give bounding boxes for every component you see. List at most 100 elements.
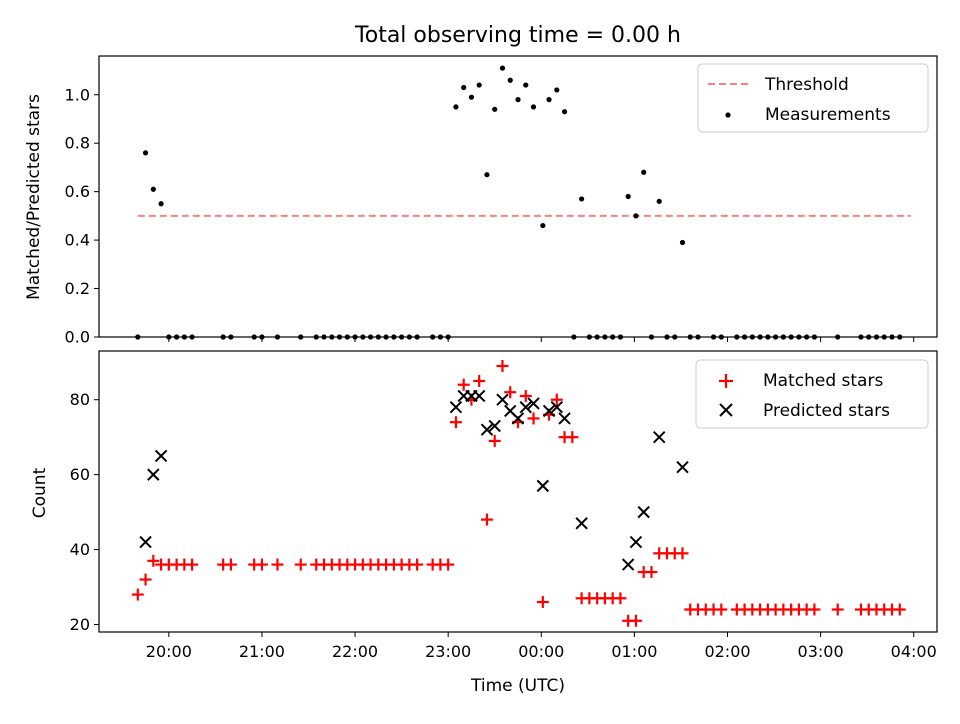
top-y-tick-label: 0.0: [65, 328, 90, 347]
matched-star-point: [224, 558, 237, 571]
matched-star-point: [893, 603, 906, 616]
matched-star-point: [808, 603, 821, 616]
bottom-y-tick-label: 60: [70, 465, 90, 484]
matched-star-point: [255, 558, 268, 571]
measurement-point: [546, 97, 552, 103]
matched-star-point: [715, 603, 728, 616]
bottom-plot-area: [131, 359, 906, 627]
predicted-star-point: [449, 400, 463, 414]
matched-star-point: [536, 596, 549, 609]
predicted-star-point: [629, 535, 643, 549]
measurement-point: [656, 198, 662, 204]
top-y-tick-label: 0.2: [65, 279, 90, 298]
x-tick-label: 03:00: [798, 642, 844, 661]
legend-measurements-label: Measurements: [765, 105, 891, 125]
predicted-star-point: [575, 517, 588, 530]
top-plot-area: [135, 65, 911, 340]
matched-star-point: [676, 547, 689, 560]
measurement-point: [476, 82, 482, 88]
top-y-axis-label: Matched/Predicted stars: [24, 94, 44, 300]
predicted-star-point: [542, 404, 556, 418]
predicted-star-point: [637, 505, 650, 519]
matched-star-point: [614, 592, 627, 605]
predicted-star-point: [519, 400, 532, 414]
matched-star-point: [442, 558, 455, 571]
predicted-star-point: [139, 535, 152, 549]
measurement-point: [142, 150, 149, 156]
bottom-legend: Matched stars Predicted stars: [695, 359, 929, 429]
measurement-point: [554, 87, 560, 93]
top-y-tick-label: 1.0: [65, 85, 90, 104]
matched-star-point: [550, 393, 563, 406]
measurement-point: [561, 109, 568, 115]
matched-star-point: [411, 558, 424, 571]
x-tick-label: 02:00: [704, 642, 750, 661]
measurement-point: [625, 193, 631, 200]
bottom-legend-box: [695, 359, 929, 429]
predicted-star-point: [472, 389, 486, 403]
matched-star-point: [147, 554, 160, 567]
matched-star-point: [566, 431, 579, 444]
legend-threshold-label: Threshold: [764, 75, 849, 95]
matched-star-point: [457, 378, 470, 391]
x-tick-label: 21:00: [239, 642, 285, 661]
x-tick-label: 01:00: [611, 642, 657, 661]
bottom-y-axis-label: Count: [30, 467, 50, 518]
measurement-point: [540, 222, 546, 229]
x-tick-label: 20:00: [146, 642, 192, 661]
predicted-star-point: [496, 393, 509, 406]
measurement-point: [579, 196, 585, 202]
matched-star-point: [480, 513, 493, 526]
measurement-point: [461, 84, 467, 91]
predicted-star-point: [147, 468, 160, 481]
matched-star-point: [645, 566, 658, 579]
measurement-point: [453, 104, 459, 110]
legend-matched-label: Matched stars: [763, 371, 883, 391]
predicted-star-point: [621, 558, 635, 571]
top-y-tick-label: 0.6: [65, 182, 90, 201]
measurement-point: [523, 82, 529, 88]
predicted-star-point: [154, 449, 168, 463]
matched-star-point: [186, 558, 199, 571]
chart-title: Total observing time = 0.00 h: [354, 23, 681, 48]
predicted-star-point: [480, 423, 494, 436]
legend-measurements-swatch: [725, 112, 731, 118]
x-tick-label: 23:00: [425, 642, 471, 661]
legend-predicted-label: Predicted stars: [763, 401, 890, 421]
matched-star-point: [488, 434, 501, 447]
predicted-star-point: [653, 430, 666, 444]
matched-star-point: [449, 416, 462, 429]
measurement-point: [468, 94, 475, 100]
predicted-star-point: [558, 412, 571, 425]
measurement-point: [499, 65, 506, 71]
predicted-star-point: [536, 479, 550, 493]
x-tick-label: 04:00: [891, 642, 937, 661]
measurement-point: [492, 106, 498, 112]
measurement-point: [150, 186, 156, 192]
predicted-star-point: [488, 419, 501, 433]
x-tick-label: 22:00: [332, 642, 378, 661]
matched-star-point: [629, 614, 642, 627]
bottom-axes-frame: [98, 350, 938, 633]
bottom-y-tick-label: 40: [70, 540, 90, 559]
x-tick-label: 00:00: [518, 642, 564, 661]
measurement-point: [158, 201, 164, 207]
legend-predicted-swatch: [719, 403, 733, 417]
matched-star-point: [527, 412, 540, 425]
bottom-y-tick-label: 80: [70, 390, 90, 409]
top-axes-frame: [98, 55, 938, 338]
top-y-tick-label: 0.4: [65, 231, 90, 250]
matched-star-point: [139, 573, 152, 586]
measurement-point: [515, 97, 521, 103]
predicted-star-point: [527, 397, 540, 410]
top-y-tick-label: 0.8: [65, 134, 90, 153]
matched-star-point: [519, 389, 532, 402]
predicted-star-point: [511, 412, 525, 425]
measurement-point: [641, 169, 647, 175]
measurement-point: [484, 172, 490, 178]
top-legend: Threshold Measurements: [697, 63, 929, 133]
matched-star-point: [496, 359, 509, 372]
bottom-y-tick-label: 20: [70, 615, 90, 634]
